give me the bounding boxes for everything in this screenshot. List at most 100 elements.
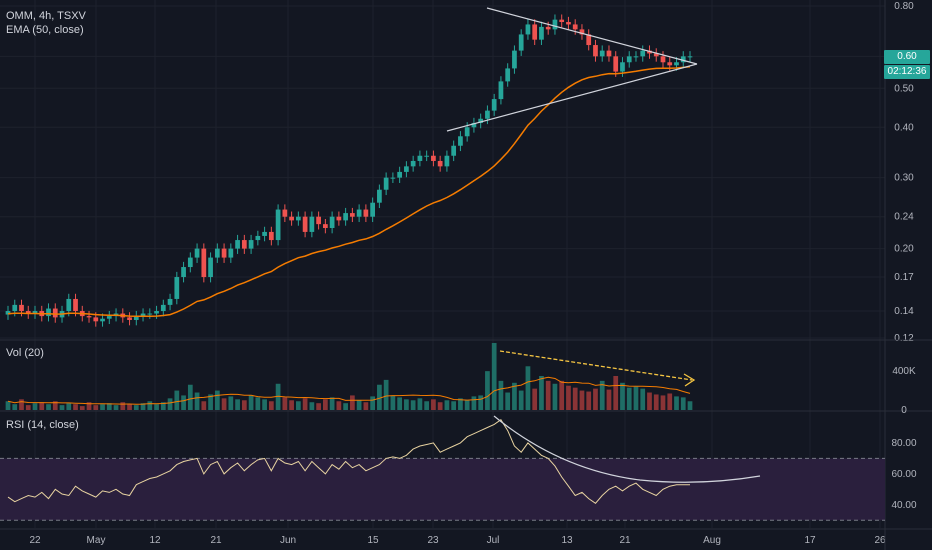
- volume-bar: [512, 382, 517, 410]
- volume-bar: [181, 395, 186, 410]
- x-tick-label: 13: [561, 535, 573, 546]
- volume-bar: [343, 403, 348, 410]
- candle-body: [579, 29, 585, 35]
- symbol-title: OMM, 4h, TSXV: [6, 10, 86, 22]
- volume-bar: [120, 402, 126, 410]
- candle-body: [309, 216, 315, 232]
- volume-bar: [100, 404, 105, 410]
- candle-body: [464, 127, 470, 137]
- candle-body: [485, 110, 490, 119]
- price-tick-label: 0.20: [894, 244, 914, 255]
- candle-body: [404, 166, 409, 172]
- volume-bar: [552, 383, 558, 410]
- candle-body: [201, 248, 207, 278]
- volume-bar: [282, 397, 288, 410]
- price-tick-label: 0.80: [894, 1, 914, 12]
- volume-legend: Vol (20): [6, 347, 44, 359]
- candle-body: [174, 277, 180, 299]
- volume-bar: [424, 401, 430, 410]
- volume-bar: [52, 401, 58, 410]
- candle-body: [377, 189, 382, 203]
- x-tick-label: Jul: [487, 535, 500, 546]
- volume-bar: [133, 405, 139, 410]
- volume-tick-label: 400K: [892, 366, 916, 377]
- candle-body: [100, 318, 105, 322]
- volume-bar: [498, 380, 504, 410]
- x-tick-label: Aug: [703, 535, 721, 546]
- volume-bar: [383, 379, 389, 410]
- candle-body: [262, 231, 267, 236]
- candle-body: [66, 298, 72, 312]
- volume-bar: [316, 403, 321, 410]
- volume-bar: [201, 401, 207, 410]
- candle-body: [208, 257, 213, 278]
- candle-body: [525, 24, 531, 35]
- volume-bar: [228, 396, 234, 410]
- volume-bar: [370, 396, 375, 410]
- volume-bar: [674, 396, 679, 410]
- candle-body: [181, 267, 186, 278]
- volume-bar: [32, 403, 38, 410]
- candle-body: [424, 155, 430, 157]
- candle-body: [336, 216, 342, 221]
- volume-bar: [363, 402, 369, 410]
- candle-body: [32, 311, 38, 314]
- volume-bar: [221, 398, 227, 410]
- candle-body: [552, 19, 558, 30]
- x-tick-label: 15: [367, 535, 379, 546]
- volume-bar: [19, 399, 24, 410]
- price-tick-label: 0.17: [894, 272, 914, 283]
- volume-bar: [397, 397, 403, 410]
- candle-body: [572, 24, 578, 30]
- candle-body: [437, 160, 443, 167]
- ema-legend: EMA (50, close): [6, 24, 84, 36]
- candle-body: [160, 304, 166, 312]
- candle-body: [660, 56, 666, 63]
- candle-body: [241, 240, 247, 249]
- volume-bar: [289, 400, 294, 410]
- arrow-head: [683, 373, 696, 387]
- price-tick-label: 0.30: [894, 173, 914, 184]
- volume-bar: [532, 388, 538, 410]
- candle-body: [187, 257, 193, 268]
- candle-body: [505, 68, 511, 82]
- upper-trendline: [486, 7, 698, 65]
- candle-body: [235, 240, 240, 249]
- candle-body: [343, 213, 348, 221]
- candle-body: [626, 56, 632, 63]
- volume-bar: [25, 405, 31, 410]
- price-tick-label: 0.50: [894, 83, 914, 94]
- volume-bar: [255, 397, 261, 410]
- candle-body: [323, 224, 328, 228]
- candle-body: [599, 50, 605, 57]
- candle-body: [295, 216, 301, 221]
- candle-body: [275, 209, 281, 241]
- candle-body: [52, 308, 58, 318]
- candle-body: [255, 235, 261, 241]
- volume-bar: [5, 401, 11, 410]
- candle-body: [478, 118, 484, 123]
- volume-bar: [140, 403, 146, 410]
- candle-body: [154, 311, 159, 314]
- volume-bar: [431, 399, 436, 410]
- volume-bar: [687, 401, 693, 410]
- volume-bar: [390, 395, 396, 410]
- x-tick-label: May: [87, 535, 106, 546]
- volume-tick-label: 0: [901, 405, 907, 416]
- candle-body: [559, 19, 565, 23]
- volume-bar: [545, 380, 551, 410]
- volume-bar: [464, 400, 470, 410]
- candle-body: [667, 62, 673, 66]
- volume-bar: [417, 398, 423, 410]
- volume-bar: [606, 389, 612, 410]
- volume-bar: [235, 399, 240, 410]
- volume-bar: [377, 384, 382, 410]
- volume-bar: [539, 376, 544, 410]
- candle-body: [370, 202, 375, 217]
- candle-body: [268, 231, 274, 241]
- volume-bar: [566, 385, 571, 410]
- volume-bar: [46, 404, 51, 410]
- x-tick-label: 21: [210, 535, 222, 546]
- volume-bar: [491, 342, 497, 410]
- candle-body: [640, 50, 646, 57]
